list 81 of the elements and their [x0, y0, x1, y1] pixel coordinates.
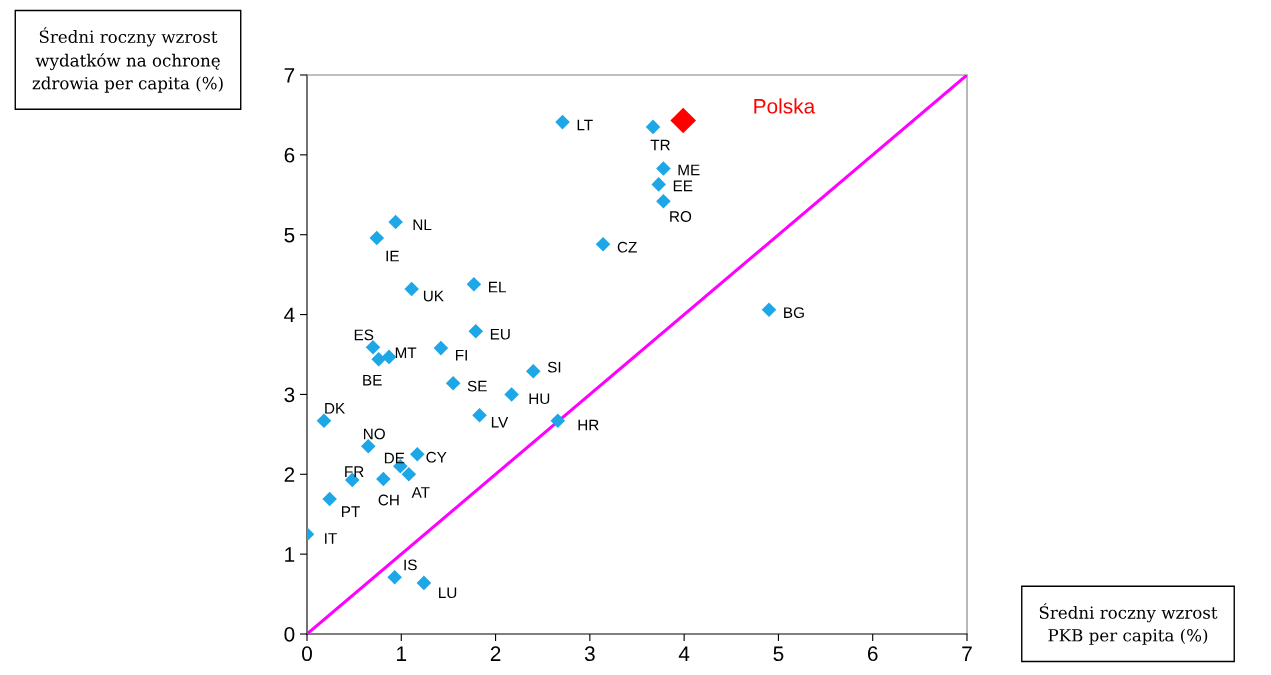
annotation: UK — [423, 290, 444, 302]
y-tick-label: 0 — [284, 627, 295, 642]
y-tick-label: 7 — [284, 68, 295, 83]
x-axis-title: Średni roczny wzrost PKB per capita (%) — [1039, 603, 1218, 645]
x-tick-label: 1 — [397, 646, 407, 661]
point — [361, 439, 376, 454]
annotation: AT — [411, 487, 430, 498]
point — [645, 119, 661, 135]
annotation: PT — [341, 506, 360, 517]
annotation: TR — [650, 139, 670, 151]
annotation: SE — [467, 380, 487, 392]
annotation: CY — [426, 451, 447, 463]
y-tick-label: 2 — [284, 467, 295, 482]
annotation: DK — [325, 403, 346, 414]
x-tick-label: 2 — [490, 646, 501, 661]
point — [504, 387, 519, 402]
x-tick-label: 6 — [867, 646, 878, 662]
x-tick-label: 5 — [773, 646, 784, 662]
y-tick-label: 1 — [285, 547, 295, 562]
point — [595, 237, 611, 252]
annotation: ME — [678, 164, 700, 176]
annotation: ES — [354, 329, 374, 341]
x-tick-label: 3 — [584, 646, 595, 662]
point — [445, 375, 461, 391]
point — [416, 575, 432, 591]
annotation: LU — [439, 587, 457, 599]
annotation: HR — [578, 419, 599, 431]
annotation: CZ — [617, 241, 637, 253]
annotation: CH — [378, 494, 399, 506]
text: Polska — [754, 98, 816, 114]
point — [365, 340, 381, 355]
annotation: RO — [670, 211, 692, 222]
point — [410, 447, 425, 462]
annotation: SI — [547, 361, 561, 373]
point — [401, 467, 417, 482]
annotation: IS — [404, 559, 417, 571]
point — [316, 413, 332, 429]
annotation: NO — [363, 428, 385, 440]
point — [670, 107, 696, 134]
annotation: FI — [456, 349, 467, 361]
point — [322, 491, 337, 507]
point — [656, 161, 671, 176]
point — [433, 340, 449, 356]
annotation: EE — [673, 180, 693, 192]
y-tick-label: 4 — [284, 307, 295, 323]
annotation: BE — [363, 374, 382, 386]
point — [656, 193, 671, 209]
point — [387, 570, 402, 585]
annotation: EU — [490, 328, 510, 340]
annotation: NL — [413, 219, 432, 231]
x-tick-label: 4 — [678, 646, 690, 661]
annotation: HU — [529, 393, 550, 405]
x-tick-label: 7 — [962, 646, 972, 661]
point — [369, 230, 385, 246]
annotation: BG — [784, 307, 804, 319]
annotation: EL — [489, 281, 506, 293]
y-tick-label: 3 — [284, 387, 295, 403]
point — [555, 114, 570, 130]
point — [376, 471, 391, 487]
point — [468, 324, 484, 339]
point — [371, 352, 386, 367]
y-tick-label: 6 — [284, 147, 295, 163]
annotation: LT — [577, 119, 593, 131]
annotation: DE — [384, 452, 405, 464]
x-tick-label: 0 — [302, 646, 312, 662]
y-tick-label: 5 — [284, 227, 295, 243]
annotation: LV — [491, 416, 509, 428]
point — [381, 349, 397, 365]
annotation: MT — [395, 347, 417, 359]
point — [466, 276, 482, 292]
y-axis-title: Średni roczny wzrost wydatków na ochronę zdrowia per capita (%) — [32, 27, 223, 93]
point — [550, 413, 566, 429]
annotation: FR — [345, 466, 364, 477]
annotation: IE — [386, 250, 399, 262]
annotation: IT — [325, 533, 337, 544]
point — [388, 214, 403, 230]
point — [526, 363, 541, 379]
point — [472, 407, 487, 423]
point — [404, 281, 419, 297]
point — [651, 177, 666, 192]
point — [761, 302, 777, 318]
